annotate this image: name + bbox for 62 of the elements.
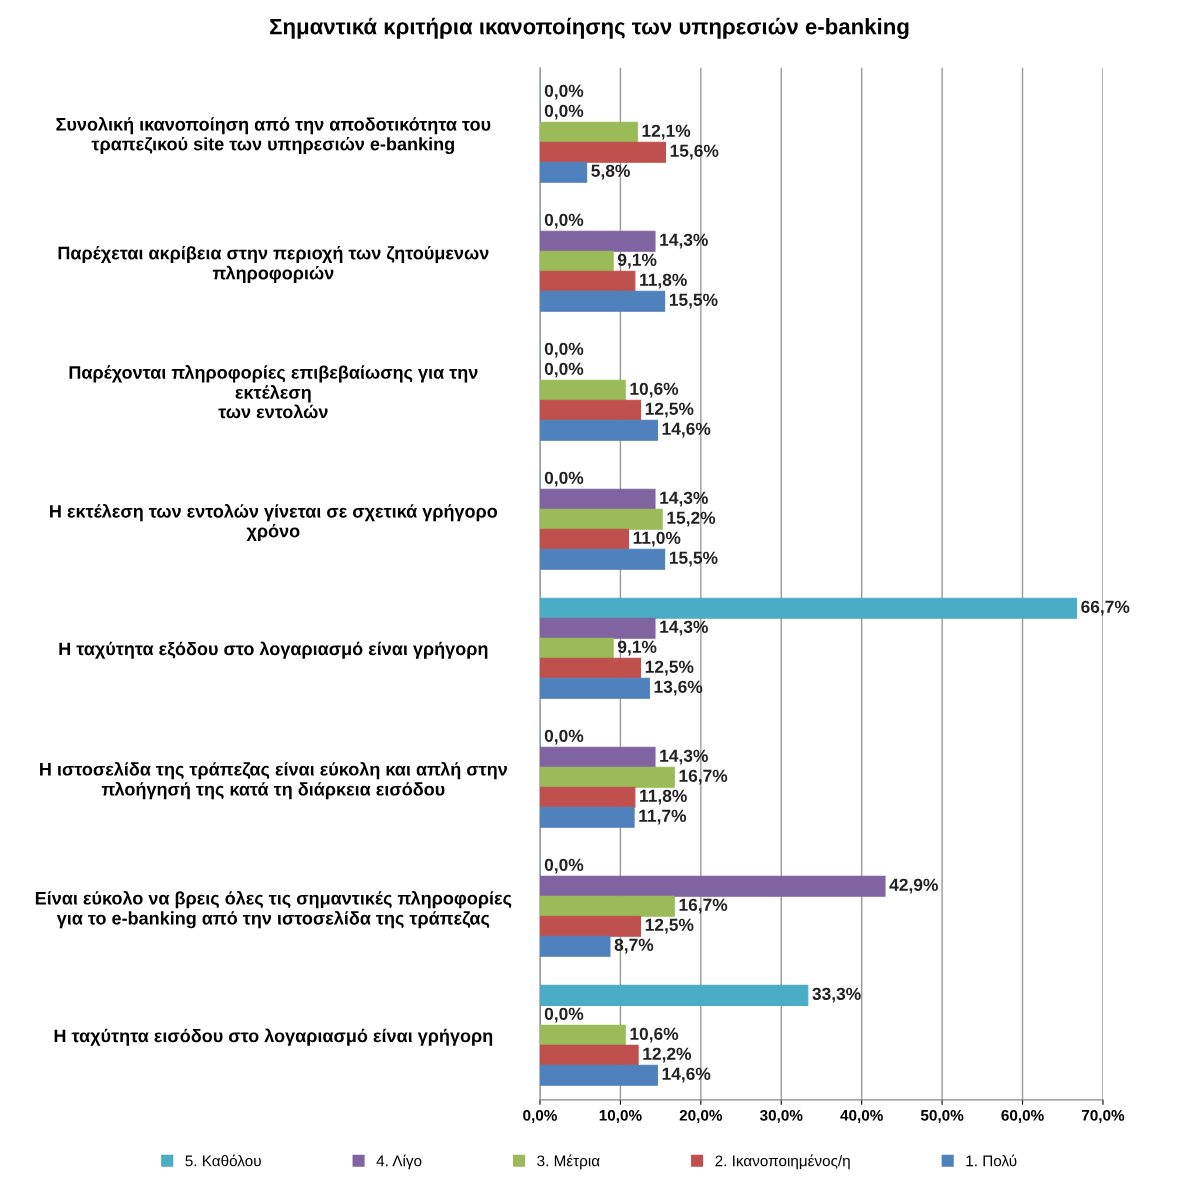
y-tick-label: Η ταχύτητα εξόδου στο λογαριασμό είναι γρήγορη [59, 641, 488, 659]
data-label: 14,3% [660, 620, 708, 636]
data-label: 15,5% [669, 293, 718, 309]
data-label: 13,6% [654, 680, 703, 696]
data-label: 14,6% [662, 1067, 711, 1083]
data-label: 8,7% [614, 938, 654, 954]
data-label: 9,1% [617, 253, 657, 269]
data-label: 11,8% [640, 273, 687, 289]
data-label: 16,7% [679, 769, 728, 785]
legend-label: 3. Μέτρια [537, 1154, 600, 1170]
data-label: 15,2% [667, 511, 716, 527]
y-tick-label: Η ταχύτητα εισόδου στο λογαριασμό είναι γρήγορη [54, 1028, 493, 1046]
data-label: 14,3% [660, 749, 708, 765]
data-label: 14,3% [660, 491, 708, 507]
x-tick-label: 20,0% [679, 1109, 723, 1123]
data-label: 11,8% [640, 789, 687, 805]
data-label: 9,1% [617, 640, 657, 656]
y-tick-label: Η εκτέλεση των εντολών γίνεται σε σχετικά γρήγορο χρόνο [50, 504, 498, 541]
data-label: 11,7% [639, 809, 687, 825]
legend-label: 2. Ικανοποιημένος/η [715, 1154, 850, 1170]
y-tick-label: Η ιστοσελίδα της τράπεζας είναι εύκολη και απλή στην πλοήγησή της κατά τη διάρκεια εισόδου [40, 761, 507, 800]
y-tick-label: Παρέχονται πληροφορίες επιβεβαίωσης για την εκτέλεση των εντολών [69, 365, 478, 419]
data-label: 10,6% [630, 382, 679, 398]
data-label: 0,0% [544, 858, 584, 874]
data-label: 12,5% [645, 402, 694, 418]
data-label: 14,3% [660, 233, 708, 249]
data-label: 14,6% [662, 422, 711, 438]
x-tick-label: 50,0% [920, 1109, 964, 1123]
data-label: 15,6% [670, 144, 719, 160]
data-label: 33,3% [812, 987, 861, 1003]
data-label: 42,9% [889, 878, 938, 894]
data-label: 16,7% [679, 898, 728, 914]
data-label: 0,0% [544, 729, 584, 745]
data-label: 5,8% [591, 164, 630, 180]
x-tick-label: 30,0% [759, 1109, 803, 1123]
data-label: 12,2% [643, 1047, 692, 1063]
y-tick-label: Συνολική ικανοποίηση από την αποδοτικότητα του τραπεζικού site των υπηρεσιών e-banking [56, 116, 491, 155]
data-label: 11,0% [633, 531, 681, 547]
chart-title: Σημαντικά κριτήρια ικανοποίησης των υπηρεσιών e-banking [270, 17, 909, 39]
data-label: 10,6% [630, 1027, 679, 1043]
data-label: 0,0% [544, 84, 584, 100]
y-tick-label: Είναι εύκολο να βρεις όλες τις σημαντικές πληροφορίες για το e-banking από την ιστοσελίδα της τράπεζας [35, 890, 512, 929]
data-label: 12,5% [645, 660, 694, 676]
x-tick-label: 60,0% [1001, 1109, 1044, 1123]
legend-label: 1. Πολύ [966, 1154, 1017, 1167]
x-tick-label: 40,0% [840, 1109, 883, 1123]
x-tick-label: 0,0% [523, 1109, 557, 1123]
x-tick-label: 70,0% [1081, 1109, 1125, 1123]
data-label: 0,0% [544, 1007, 584, 1023]
data-label: 0,0% [544, 213, 584, 229]
data-label: 12,5% [645, 918, 694, 934]
data-label: 12,1% [642, 124, 691, 140]
data-label: 0,0% [544, 342, 584, 358]
x-tick-label: 10,0% [599, 1109, 642, 1123]
data-label: 0,0% [544, 471, 584, 487]
data-label: 66,7% [1081, 600, 1130, 616]
legend-label: 4. Λίγο [376, 1154, 422, 1170]
y-tick-label: Παρέχεται ακρίβεια στην περιοχή των ζητούμενων πληροφοριών [58, 245, 489, 284]
data-label: 15,5% [669, 551, 718, 567]
data-label: 0,0% [544, 104, 584, 120]
data-label: 0,0% [544, 362, 584, 378]
legend-label: 5. Καθόλου [185, 1154, 261, 1167]
